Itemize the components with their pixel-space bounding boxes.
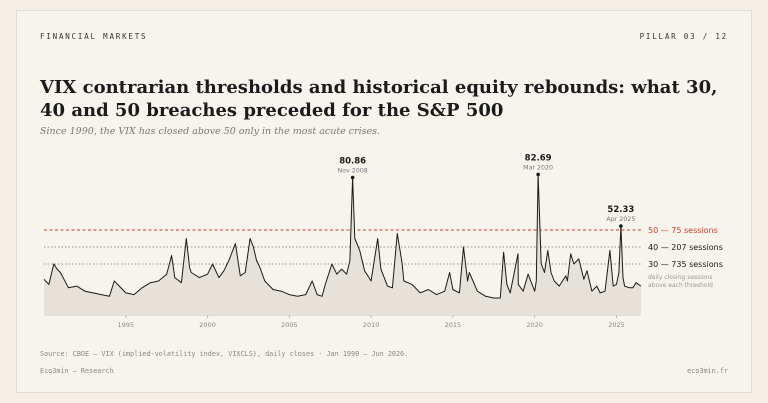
peak-value: 52.33 xyxy=(607,205,634,215)
threshold-label: 30 — 735 sessions xyxy=(648,260,723,269)
peak-date: Mar 2020 xyxy=(523,164,553,171)
x-tick-label: 1995 xyxy=(118,321,135,329)
brand: Eco3min — Research xyxy=(40,367,114,375)
x-tick-label: 2015 xyxy=(445,321,462,329)
section: FINANCIAL MARKETS xyxy=(40,32,148,41)
x-tick-label: 2000 xyxy=(199,321,216,329)
peak-dot xyxy=(619,224,623,228)
x-tick-label: 2005 xyxy=(281,321,298,329)
peak-date: Apr 2025 xyxy=(606,216,635,223)
threshold-label: 40 — 207 sessions xyxy=(648,243,723,252)
peak-value: 82.69 xyxy=(525,153,552,163)
source: Source: CBOE — VIX (implied-volatility i… xyxy=(40,350,409,358)
pillar: PILLAR 03 / 12 xyxy=(639,32,728,41)
x-tick-label: 2020 xyxy=(526,321,543,329)
peak-date: Nov 2008 xyxy=(337,168,367,175)
area xyxy=(44,174,641,315)
peak-value: 80.86 xyxy=(339,157,366,167)
line xyxy=(43,173,642,299)
peak-dot xyxy=(536,172,540,177)
threshold-label: 50 — 75 sessions xyxy=(648,226,718,235)
peak-dot xyxy=(350,175,355,180)
threshold-note: daily closing sessions xyxy=(648,274,713,281)
x-tick-label: 2010 xyxy=(363,321,380,329)
subtitle: Since 1990, the VIX has closed above 50 … xyxy=(40,126,381,137)
x-tick-label: 2025 xyxy=(608,321,625,329)
frame xyxy=(16,10,752,393)
threshold-note: above each threshold xyxy=(648,282,713,289)
site: eco3min.fr xyxy=(687,367,728,375)
chart-title: VIX contrarian thresholds and historical… xyxy=(40,77,718,121)
